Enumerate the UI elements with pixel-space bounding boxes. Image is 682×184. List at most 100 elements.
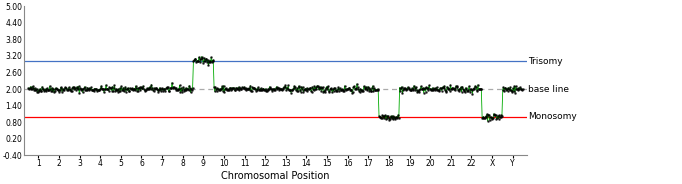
- Point: [442, 86, 453, 89]
- Point: [83, 89, 94, 91]
- Point: [147, 89, 158, 92]
- Point: [248, 86, 259, 89]
- Point: [43, 88, 54, 91]
- Point: [431, 86, 442, 89]
- Point: [138, 88, 149, 91]
- Point: [437, 85, 448, 88]
- Point: [235, 88, 246, 91]
- Point: [149, 88, 160, 91]
- Point: [25, 85, 36, 88]
- Point: [44, 84, 55, 87]
- Point: [255, 87, 266, 90]
- Point: [322, 87, 333, 90]
- Point: [272, 88, 283, 91]
- Point: [308, 87, 318, 90]
- Point: [383, 116, 394, 119]
- Point: [55, 86, 66, 89]
- Point: [295, 88, 306, 91]
- Point: [323, 85, 333, 88]
- Point: [147, 86, 158, 89]
- Point: [163, 90, 174, 93]
- Point: [464, 85, 475, 88]
- Point: [302, 89, 313, 92]
- Point: [313, 88, 324, 91]
- Point: [448, 87, 459, 90]
- Point: [222, 88, 233, 91]
- Point: [35, 87, 46, 90]
- Point: [265, 86, 276, 89]
- Point: [166, 87, 177, 90]
- Point: [299, 88, 310, 91]
- Point: [50, 87, 61, 90]
- Point: [397, 92, 408, 95]
- Point: [159, 87, 170, 90]
- Point: [496, 114, 507, 117]
- Point: [84, 87, 95, 90]
- Point: [369, 87, 380, 90]
- Point: [505, 89, 516, 92]
- Point: [211, 88, 222, 91]
- Point: [328, 90, 339, 93]
- Point: [330, 89, 341, 92]
- Point: [466, 88, 477, 91]
- Point: [145, 88, 156, 91]
- Point: [343, 86, 354, 89]
- Point: [337, 89, 348, 92]
- Point: [205, 59, 216, 62]
- Point: [373, 89, 384, 92]
- Point: [441, 91, 451, 93]
- Point: [38, 88, 48, 91]
- Point: [229, 89, 240, 92]
- Point: [439, 89, 450, 92]
- Point: [153, 90, 164, 93]
- Point: [239, 85, 250, 88]
- Point: [383, 114, 394, 117]
- Point: [260, 87, 271, 90]
- Point: [396, 85, 407, 88]
- Point: [460, 90, 471, 93]
- Point: [500, 87, 511, 90]
- Point: [261, 90, 271, 93]
- Point: [429, 88, 440, 91]
- Point: [413, 89, 424, 92]
- Point: [119, 87, 130, 90]
- Point: [400, 87, 411, 90]
- Point: [222, 89, 233, 92]
- Point: [63, 86, 74, 89]
- Point: [406, 88, 417, 91]
- Point: [361, 87, 372, 90]
- Point: [154, 86, 165, 89]
- Point: [329, 86, 340, 89]
- Point: [511, 87, 522, 90]
- Point: [53, 88, 63, 91]
- Point: [444, 89, 455, 92]
- Point: [271, 85, 282, 88]
- Point: [95, 87, 106, 90]
- Point: [95, 84, 106, 87]
- Point: [109, 84, 120, 87]
- Point: [421, 86, 432, 89]
- Point: [94, 88, 105, 91]
- Point: [83, 87, 93, 90]
- Point: [450, 84, 461, 87]
- Point: [517, 88, 528, 91]
- Point: [342, 88, 353, 91]
- Point: [238, 86, 249, 89]
- Point: [56, 87, 67, 90]
- Point: [449, 89, 460, 92]
- Point: [287, 89, 298, 92]
- Point: [451, 85, 462, 88]
- Point: [403, 87, 414, 90]
- Point: [443, 87, 454, 90]
- Point: [101, 88, 112, 91]
- Point: [24, 88, 35, 91]
- Point: [451, 85, 462, 88]
- Point: [461, 87, 472, 90]
- Point: [289, 84, 300, 87]
- Point: [326, 88, 337, 91]
- Point: [485, 116, 496, 119]
- Point: [280, 84, 291, 87]
- Point: [233, 86, 244, 89]
- Point: [234, 89, 245, 91]
- Point: [340, 89, 351, 92]
